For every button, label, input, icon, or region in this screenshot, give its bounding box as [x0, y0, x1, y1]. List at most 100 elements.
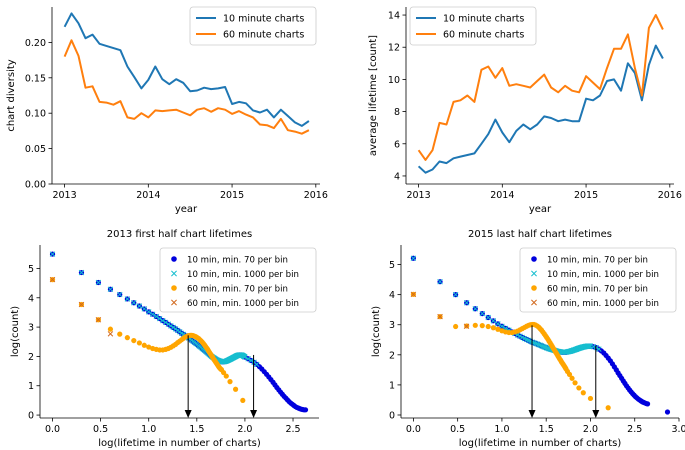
y-tick-label: 12	[388, 43, 400, 54]
series-60-min-min-1000-per-bin-point	[78, 301, 85, 308]
series-60-min-min-1000-per-bin-point	[463, 323, 470, 329]
series-60-min-min-70-per-bin-point	[117, 331, 123, 337]
series-60-min-min-70-per-bin-point	[587, 395, 594, 402]
series-10-min-min-70-per-bin-point	[664, 409, 671, 415]
legend-label: 10 min, min. 70 per bin	[187, 256, 288, 266]
x-tick-label: 2.5	[285, 424, 300, 435]
series-60-min-min-70-per-bin-point	[566, 371, 573, 377]
series-60-min-min-70-per-bin-point	[572, 380, 578, 386]
x-axis-label: year	[175, 204, 198, 215]
series-10-min-min-1000-per-bin-point	[141, 306, 148, 312]
y-axis-label: chart diversity	[6, 59, 17, 131]
series-60-min-min-70-per-bin-point	[136, 340, 142, 346]
series-10-min-min-1000-per-bin-point	[479, 310, 486, 317]
series-60-min-min-1000-per-bin-point	[410, 291, 417, 298]
x-tick-label: 1.5	[539, 424, 554, 435]
y-tick-label: 0	[389, 410, 395, 421]
chart-title: 2015 last half chart lifetimes	[468, 229, 612, 240]
x-tick-label: 2.0	[237, 424, 252, 435]
y-tick-label: 2	[389, 350, 395, 361]
legend-label: 60 minute charts	[223, 30, 304, 41]
series-10-min-min-1000-per-bin-point	[490, 318, 497, 324]
chart-title: 2013 first half chart lifetimes	[107, 229, 253, 240]
x-tick-label: 2013	[52, 190, 76, 201]
x-tick-label: 0.5	[93, 424, 108, 435]
y-tick-label: 5	[28, 264, 34, 275]
series-60-min-min-1000-per-bin-point	[49, 276, 56, 283]
x-tick-label: 3.0	[671, 424, 685, 435]
y-tick-label: 1	[389, 380, 395, 391]
series-60-min-min-70-per-bin-point	[490, 325, 496, 331]
legend-swatch	[171, 256, 177, 262]
legend-swatch	[171, 285, 177, 291]
series-60-min-min-70-per-bin-point	[453, 323, 459, 330]
x-tick-label: 2015	[220, 190, 244, 201]
series-10-min-min-1000-per-bin-point	[149, 311, 156, 317]
series-60-min-min-1000-per-bin-point	[437, 313, 443, 320]
series-10-min-min-1000-per-bin-point	[136, 303, 143, 309]
x-tick-label: 2014	[136, 190, 160, 201]
x-axis-label: year	[529, 204, 552, 215]
y-tick-label: 2	[28, 352, 34, 363]
peak-arrow-head	[592, 410, 600, 418]
series-60-min-min-70-per-bin-point	[232, 386, 239, 392]
series-60-min-min-70-per-bin-point	[107, 326, 114, 332]
series-10-min-min-1000-per-bin-point	[499, 323, 505, 329]
legend-label: 10 min, min. 1000 per bin	[187, 270, 299, 280]
y-tick-label: 4	[394, 171, 400, 182]
series-10-min-min-1000-per-bin-point	[495, 321, 501, 327]
series-60-min-min-70-per-bin-point	[605, 405, 611, 411]
legend-label: 60 min, min. 1000 per bin	[187, 299, 299, 309]
series-60-min-min-70-per-bin-point	[146, 344, 152, 350]
legend-swatch	[531, 270, 537, 277]
legend-box	[519, 247, 677, 313]
x-tick-label: 1.5	[189, 424, 204, 435]
peak-arrow-head	[250, 410, 258, 418]
series-10-min-min-1000-per-bin-point	[160, 317, 166, 324]
series-10-min-min-1000-per-bin-point	[245, 356, 251, 362]
y-tick-label: 5	[389, 260, 395, 271]
y-tick-label: 4	[28, 293, 34, 304]
x-tick-label: 0.5	[450, 424, 465, 435]
series-60-min-min-70-per-bin-point	[220, 369, 227, 376]
x-tick-label: 0.0	[45, 424, 60, 435]
y-tick-label: 3	[389, 320, 395, 331]
series-60-min-min-1000-per-bin-point	[107, 331, 114, 337]
series-10-min-min-1000-per-bin-point	[153, 313, 160, 320]
series-10-min-min-1000-per-bin-point	[463, 300, 470, 306]
series-60-min-min-70-per-bin-point	[576, 385, 582, 391]
x-tick-label: 0.0	[406, 424, 421, 435]
legend-label: 60 minute charts	[443, 30, 524, 41]
series-10-min-min-1000-per-bin-point	[145, 309, 152, 315]
y-tick-label: 10	[388, 75, 400, 86]
x-tick-label: 2016	[304, 190, 328, 201]
series-10-min-min-1000-per-bin-point	[131, 300, 137, 306]
series-10-min-min-1000-per-bin-point	[254, 361, 260, 368]
x-axis-label: log(lifetime in number of charts)	[98, 438, 261, 449]
x-tick-label: 1.0	[141, 424, 156, 435]
series-10-min-min-1000-per-bin-point	[535, 341, 542, 348]
series-10-minute-charts-line	[417, 44, 664, 174]
legend-box	[159, 247, 317, 313]
y-tick-label: 8	[394, 107, 400, 118]
peak-arrow-head	[184, 410, 192, 418]
series-10-min-min-1000-per-bin-point	[410, 255, 417, 261]
y-axis-label: log(count)	[371, 306, 382, 357]
legend-label: 10 min, min. 70 per bin	[547, 256, 648, 266]
series-10-min-min-1000-per-bin-point	[452, 291, 459, 298]
legend-label: 10 minute charts	[223, 14, 304, 25]
series-60-min-min-1000-per-bin-point	[95, 317, 102, 323]
legend-label: 10 minute charts	[443, 14, 524, 25]
legend-swatch	[531, 256, 537, 262]
series-10-min-min-1000-per-bin-point	[472, 306, 479, 312]
series-10-min-min-1000-per-bin-point	[156, 315, 163, 322]
series-10-min-min-1000-per-bin-point	[49, 251, 56, 257]
y-axis-label: average lifetime [count]	[368, 35, 379, 156]
series-10-min-min-1000-per-bin-point	[165, 321, 172, 327]
lifetimes-2013-panel: 2013 first half chart lifetimes 0.0 0.5 1.0…	[10, 229, 319, 449]
y-tick-label: 4	[389, 290, 395, 301]
series-60-min-min-70-per-bin-point	[485, 323, 491, 330]
average-lifetime-panel: 2013 2014 2015 2016 4 6 8 10 12 14 year average lif…	[368, 6, 682, 215]
x-tick-label: 2.0	[583, 424, 598, 435]
